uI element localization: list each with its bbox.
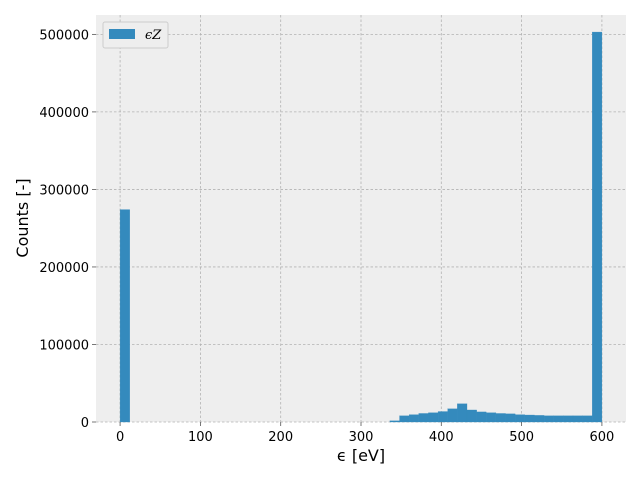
y-tick-label: 500000	[39, 28, 89, 43]
x-tick-label: 300	[349, 430, 374, 445]
histogram-bar	[592, 31, 603, 423]
x-tick-label: 0	[116, 430, 124, 445]
x-tick-label: 600	[589, 430, 614, 445]
histogram-bar	[495, 413, 506, 423]
x-tick-label: 400	[429, 430, 454, 445]
histogram-bar	[399, 415, 410, 423]
histogram-bar	[466, 409, 477, 423]
y-tick-label: 400000	[39, 106, 89, 121]
histogram-bar	[418, 413, 429, 423]
histogram-bar	[457, 403, 468, 423]
x-axis-label: ϵ [eV]	[337, 446, 385, 465]
histogram-bar	[563, 415, 574, 423]
x-axis-ticks: 0 100 200 300 400 500 600	[116, 422, 614, 445]
histogram-bars	[119, 31, 603, 423]
histogram-bar	[505, 413, 516, 423]
legend-entry-label: ϵZ	[145, 28, 162, 43]
histogram-bar	[543, 415, 554, 423]
histogram-bar	[476, 411, 487, 423]
y-tick-label: 200000	[39, 261, 89, 276]
histogram-bar	[582, 415, 593, 423]
histogram-bar	[515, 414, 525, 423]
x-tick-label: 500	[509, 430, 534, 445]
legend-swatch	[109, 29, 135, 39]
histogram-bar	[409, 414, 419, 423]
histogram-bar	[553, 415, 564, 423]
histogram-bar	[572, 415, 583, 423]
histogram-bar	[389, 420, 400, 423]
legend: ϵZ	[102, 21, 169, 49]
histogram-bar	[119, 209, 130, 423]
histogram-bar	[534, 415, 545, 423]
histogram-bar	[486, 412, 497, 423]
histogram-bar	[524, 414, 535, 423]
legend-box	[102, 21, 169, 49]
y-tick-label: 0	[81, 416, 89, 431]
x-tick-label: 100	[188, 430, 213, 445]
histogram-bar	[437, 411, 448, 423]
histogram-bar	[447, 408, 458, 423]
y-axis-ticks: 0 100000 200000 300000 400000 500000	[39, 28, 96, 431]
y-axis-label: Counts [-]	[13, 178, 32, 257]
histogram-bar	[428, 412, 439, 423]
y-tick-label: 100000	[39, 338, 89, 353]
y-tick-label: 300000	[39, 183, 89, 198]
x-tick-label: 200	[268, 430, 293, 445]
